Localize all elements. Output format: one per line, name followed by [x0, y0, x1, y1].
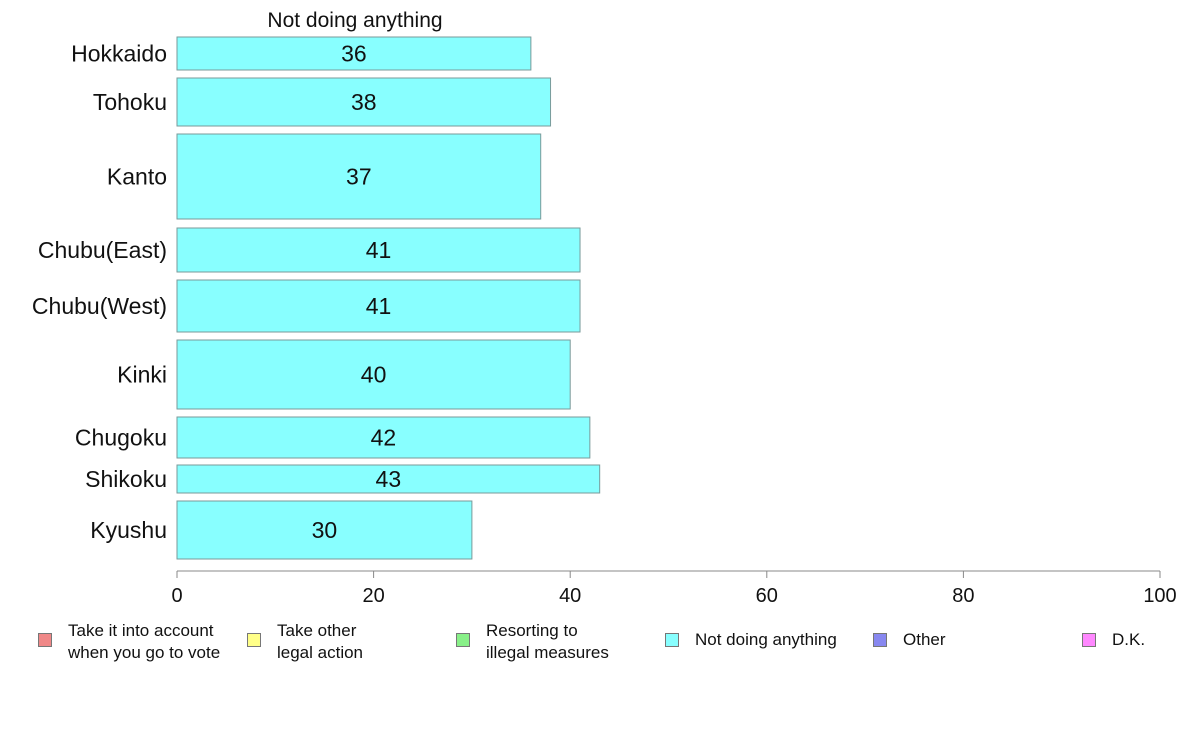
bar-chubu-west- [176, 279, 581, 333]
data-label: 43 [376, 466, 402, 492]
data-label: 41 [366, 237, 392, 263]
legend-swatch [873, 633, 887, 647]
category-label: Kinki [117, 362, 167, 388]
legend-swatch [38, 633, 52, 647]
legend-label: Other [903, 630, 946, 649]
data-label: 30 [312, 517, 338, 543]
legend-item: D.K. [1082, 620, 1145, 651]
legend-item: Resorting to illegal measures [456, 620, 609, 664]
legend-swatch [247, 633, 261, 647]
category-label: Kanto [107, 164, 167, 190]
x-tick-label: 20 [362, 585, 384, 607]
x-tick-label: 60 [756, 585, 778, 607]
bar-hokkaido [176, 36, 532, 71]
x-axis: 0 20 40 60 80 100 [171, 570, 1177, 607]
bar-chubu-east- [176, 227, 581, 273]
legend: Take it into account when you go to vote… [0, 620, 1188, 680]
x-tick-label: 100 [1143, 585, 1176, 607]
legend-item: Other [873, 620, 946, 651]
bars-group: 36 Hokkaido 38 Tohoku 37 Kanto 41 Chubu(East) 41… [32, 36, 601, 560]
category-label: Tohoku [93, 89, 167, 115]
data-label: 37 [346, 164, 372, 190]
category-label: Kyushu [90, 517, 167, 543]
bar-shikoku [176, 464, 601, 494]
category-label: Shikoku [85, 466, 167, 492]
legend-label: D.K. [1112, 630, 1146, 649]
bar-kinki [176, 339, 571, 410]
x-tick-label: 0 [171, 585, 182, 607]
legend-label: Take it into account when you go to vote [68, 621, 221, 662]
data-label: 36 [341, 41, 367, 67]
x-tick-label: 80 [952, 585, 974, 607]
category-label: Chubu(West) [32, 293, 167, 319]
legend-swatch [665, 633, 679, 647]
data-label: 38 [351, 89, 377, 115]
bar-tohoku [176, 77, 552, 127]
legend-item: Take other legal action [247, 620, 363, 664]
bar-kanto [176, 133, 542, 220]
x-tick-label: 40 [559, 585, 581, 607]
bar-chugoku [176, 416, 591, 459]
legend-item: Not doing anything [665, 620, 837, 651]
legend-swatch [1082, 633, 1096, 647]
legend-label: Not doing anything [695, 630, 837, 649]
data-label: 41 [366, 293, 392, 319]
legend-item: Take it into account when you go to vote [38, 620, 220, 664]
bar-chart: Not doing anything 36 Hokkaido 38 Tohoku 37 K… [32, 9, 1177, 607]
data-label: 40 [361, 362, 387, 388]
category-label: Hokkaido [71, 41, 167, 67]
category-label: Chubu(East) [38, 237, 167, 263]
data-label: 42 [371, 425, 397, 451]
category-label: Chugoku [75, 425, 167, 451]
bar-kyushu [176, 500, 473, 560]
legend-swatch [456, 633, 470, 647]
legend-label: Take other legal action [277, 621, 364, 662]
chart-title: Not doing anything [267, 9, 442, 32]
legend-label: Resorting to illegal measures [486, 621, 609, 662]
